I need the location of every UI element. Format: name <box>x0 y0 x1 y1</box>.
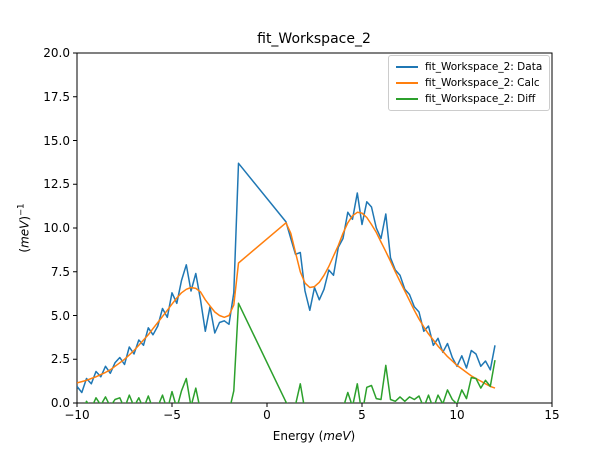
legend-label-data: fit_Workspace_2: Data <box>425 61 543 73</box>
series-line-calc <box>77 211 496 389</box>
legend-line-sample-data <box>396 66 418 68</box>
legend-label-diff: fit_Workspace_2: Diff <box>425 93 536 105</box>
legend[interactable]: fit_Workspace_2: Data fit_Workspace_2: C… <box>388 55 550 111</box>
x-tick-label: 15 <box>544 408 560 422</box>
y-tick-label: 10.0 <box>43 221 70 235</box>
y-tick-label: 7.5 <box>50 264 70 279</box>
series-line-data <box>77 162 496 394</box>
y-tick-label: 15.0 <box>43 133 70 148</box>
x-axis-label-unit: meV <box>323 429 351 443</box>
legend-line-sample-diff <box>396 98 418 100</box>
y-axis-label-unit: meV <box>17 220 32 248</box>
x-tick-label: 5 <box>358 408 366 422</box>
series-line-diff <box>85 302 496 403</box>
y-axis-label: (meV)−1 <box>17 203 32 252</box>
y-axis-label-exponent: −1 <box>16 203 27 216</box>
y-axis-label-paren-open: ( <box>17 247 32 253</box>
y-tick-label: 20.0 <box>43 46 70 60</box>
y-tick-label: 0.0 <box>50 396 70 410</box>
y-tick-label: 12.5 <box>43 177 70 192</box>
legend-item-data: fit_Workspace_2: Data <box>396 61 542 73</box>
legend-item-diff: fit_Workspace_2: Diff <box>396 93 542 105</box>
x-axis-label-text: Energy <box>272 429 319 443</box>
chart-title: fit_Workspace_2 <box>257 31 371 47</box>
x-axis-label-paren-close: ) <box>350 429 356 443</box>
y-tick-label: 17.5 <box>43 89 70 104</box>
legend-label-calc: fit_Workspace_2: Calc <box>425 77 540 89</box>
x-tick-label: −10 <box>64 408 90 422</box>
legend-line-sample-calc <box>396 82 418 84</box>
x-tick-label: 0 <box>263 408 271 422</box>
x-axis-label: Energy (meV) <box>273 429 355 443</box>
y-tick-label: 2.5 <box>50 352 70 367</box>
legend-item-calc: fit_Workspace_2: Calc <box>396 77 542 89</box>
x-axis-label-paren-open: ( <box>318 429 324 443</box>
x-tick-label: 10 <box>449 408 465 422</box>
y-axis-label-paren-close: ) <box>17 215 32 221</box>
y-tick-label: 5.0 <box>50 308 70 323</box>
x-tick-label: −5 <box>163 408 181 422</box>
